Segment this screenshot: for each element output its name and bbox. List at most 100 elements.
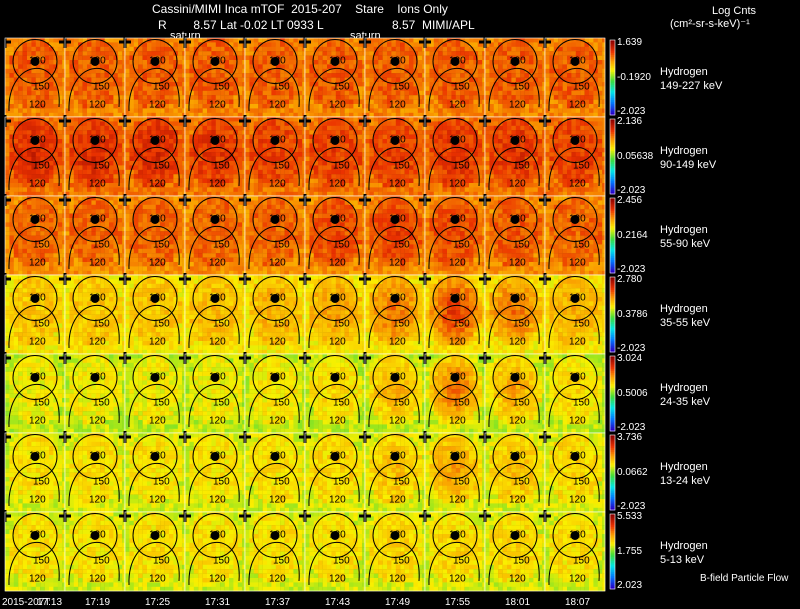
- pixel: [455, 64, 461, 69]
- pixel: [340, 51, 345, 56]
- pixel: [245, 68, 250, 74]
- pixel: [237, 169, 243, 175]
- pixel: [169, 64, 174, 69]
- pixel: [5, 82, 10, 87]
- pixel: [542, 77, 546, 83]
- pixel: [262, 86, 268, 91]
- pixel: [571, 86, 576, 91]
- pixel: [473, 64, 478, 69]
- pixel: [425, 112, 430, 118]
- pixel: [122, 64, 126, 69]
- pixel: [400, 95, 405, 100]
- pixel: [155, 104, 161, 109]
- pixel: [258, 82, 263, 87]
- pixel: [237, 64, 243, 69]
- pixel: [489, 42, 494, 47]
- pixel: [365, 130, 370, 135]
- pixel: [533, 121, 538, 126]
- pixel: [511, 112, 516, 118]
- pixel: [447, 108, 452, 113]
- pixel: [335, 191, 341, 197]
- pixel: [575, 46, 581, 52]
- pixel: [438, 104, 443, 109]
- pixel: [353, 156, 358, 162]
- pixel: [373, 117, 379, 122]
- pixel: [215, 169, 221, 175]
- pixel: [173, 156, 178, 162]
- pixel: [369, 178, 374, 184]
- pixel: [524, 60, 530, 65]
- contour-inner: [492, 39, 538, 84]
- pixel: [545, 55, 550, 61]
- pixel: [207, 191, 212, 197]
- contour-label: 120: [389, 56, 406, 67]
- pixel: [529, 125, 534, 131]
- colorbar-step: [610, 81, 615, 84]
- pixel: [69, 178, 74, 184]
- pixel: [169, 147, 174, 153]
- pixel: [529, 104, 534, 109]
- pixel: [460, 191, 465, 197]
- pixel: [229, 77, 234, 83]
- pixel: [242, 139, 246, 144]
- pixel: [53, 165, 58, 170]
- pixel: [400, 121, 405, 126]
- pixel: [5, 134, 10, 140]
- pixel: [275, 95, 281, 100]
- pixel: [353, 161, 358, 166]
- pixel: [65, 73, 70, 78]
- pixel: [5, 183, 10, 188]
- pixel: [182, 169, 186, 175]
- pixel: [365, 73, 370, 78]
- pixel: [409, 147, 414, 153]
- pixel: [193, 174, 199, 179]
- pixel: [193, 42, 199, 47]
- pixel: [9, 161, 14, 166]
- pixel: [533, 55, 538, 61]
- pixel: [27, 143, 32, 148]
- pixel: [549, 60, 554, 65]
- pixel: [31, 38, 36, 43]
- pixel: [280, 143, 285, 148]
- pixel: [442, 169, 448, 175]
- pixel: [429, 51, 434, 56]
- pixel: [433, 139, 439, 144]
- pixel: [182, 73, 186, 78]
- pixel: [373, 139, 379, 144]
- pixel: [31, 46, 36, 52]
- pixel: [562, 86, 568, 91]
- pixel: [305, 68, 310, 74]
- pixel: [13, 42, 19, 47]
- pixel: [293, 95, 298, 100]
- pixel: [404, 161, 410, 166]
- pixel: [237, 130, 243, 135]
- pixel: [9, 77, 14, 83]
- pixel: [164, 55, 170, 61]
- pixel: [202, 68, 208, 74]
- pixel: [62, 95, 66, 100]
- pixel: [122, 130, 126, 135]
- pixel: [549, 82, 554, 87]
- pixel: [267, 46, 272, 52]
- pixel: [224, 161, 230, 166]
- pixel: [305, 125, 310, 131]
- pixel: [524, 174, 530, 179]
- pixel: [100, 77, 105, 83]
- pixel: [442, 134, 448, 140]
- pixel: [284, 95, 290, 100]
- pixel: [493, 99, 499, 105]
- contour-label: 120: [329, 100, 346, 111]
- pixel: [155, 68, 161, 74]
- pixel: [49, 174, 54, 179]
- pixel: [151, 178, 156, 184]
- pixel: [151, 191, 156, 197]
- pixel: [262, 42, 268, 47]
- pixel: [147, 42, 152, 47]
- colorbar-step: [610, 49, 615, 52]
- pixel: [373, 121, 379, 126]
- pixel: [189, 191, 194, 197]
- pixel: [65, 77, 70, 83]
- pixel: [125, 42, 130, 47]
- pixel: [284, 46, 290, 52]
- pixel: [537, 108, 543, 113]
